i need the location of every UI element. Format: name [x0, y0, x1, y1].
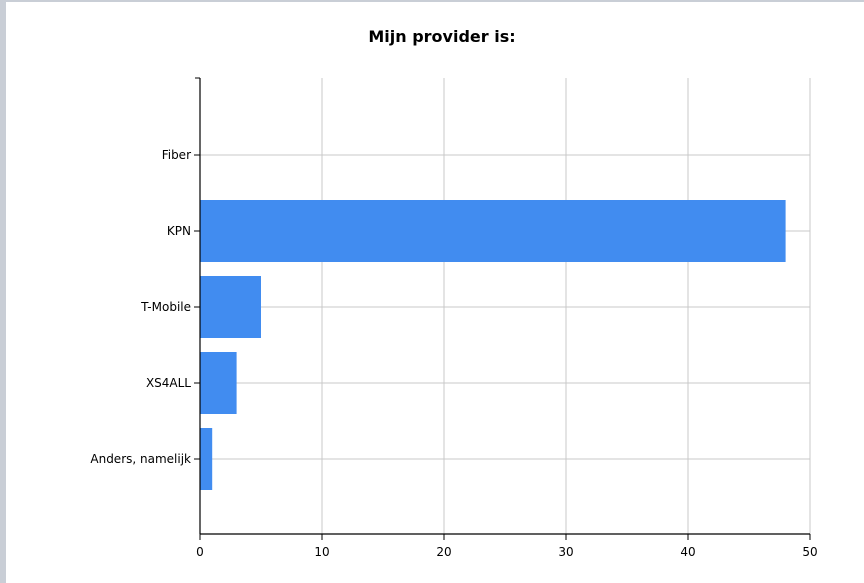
tick-labels: 0 10 20 30 40 50 Fiber KPN T-Mobile XS4ALL Anders,…	[90, 148, 817, 559]
category-label: Anders, namelijk	[90, 452, 191, 466]
category-label: T-Mobile	[140, 300, 191, 314]
x-tick-label: 0	[196, 545, 204, 559]
x-tick-label: 10	[314, 545, 329, 559]
category-label: XS4ALL	[146, 376, 191, 390]
category-label: KPN	[167, 224, 191, 238]
x-tick-label: 30	[558, 545, 573, 559]
bars	[200, 200, 786, 490]
gridlines	[200, 78, 811, 534]
bar-t-mobile	[200, 276, 261, 338]
axes	[194, 77, 811, 540]
bar-anders-namelijk	[200, 428, 213, 490]
bar-kpn	[200, 200, 786, 262]
chart-title: Mijn provider is:	[368, 27, 516, 46]
x-tick-label: 50	[802, 545, 817, 559]
category-label: Fiber	[162, 148, 191, 162]
bar-xs4all	[200, 352, 237, 414]
x-tick-label: 20	[436, 545, 451, 559]
x-tick-label: 40	[680, 545, 695, 559]
